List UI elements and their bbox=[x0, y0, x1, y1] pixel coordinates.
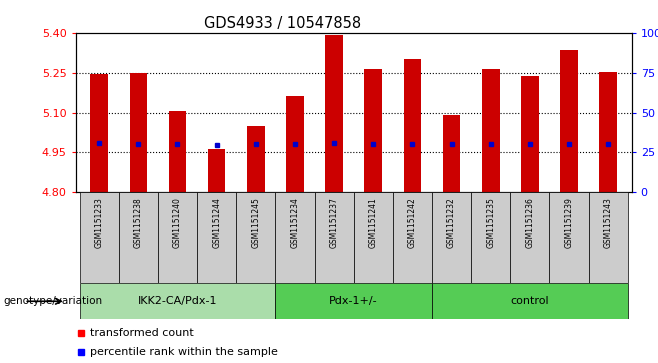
Bar bbox=[354, 192, 393, 283]
Bar bbox=[511, 192, 549, 283]
Text: GSM1151233: GSM1151233 bbox=[95, 197, 104, 248]
Text: GSM1151244: GSM1151244 bbox=[212, 197, 221, 248]
Bar bbox=[247, 126, 265, 192]
Bar bbox=[208, 149, 226, 192]
Text: transformed count: transformed count bbox=[89, 327, 193, 338]
Bar bbox=[315, 192, 354, 283]
Bar bbox=[403, 59, 421, 192]
Text: control: control bbox=[511, 296, 549, 306]
Text: GSM1151243: GSM1151243 bbox=[603, 197, 613, 248]
Bar bbox=[471, 192, 511, 283]
Text: GSM1151237: GSM1151237 bbox=[330, 197, 339, 248]
Bar bbox=[286, 96, 304, 192]
Bar bbox=[325, 35, 343, 192]
Bar bbox=[521, 76, 539, 192]
Bar bbox=[90, 74, 108, 192]
Bar bbox=[432, 192, 471, 283]
Bar bbox=[589, 192, 628, 283]
Text: GSM1151241: GSM1151241 bbox=[368, 197, 378, 248]
Bar bbox=[130, 73, 147, 192]
Bar bbox=[80, 192, 118, 283]
Text: genotype/variation: genotype/variation bbox=[3, 296, 103, 306]
Text: GSM1151235: GSM1151235 bbox=[486, 197, 495, 248]
Bar bbox=[168, 111, 186, 192]
Text: GDS4933 / 10547858: GDS4933 / 10547858 bbox=[205, 16, 361, 31]
Bar bbox=[432, 283, 628, 319]
Bar bbox=[80, 283, 275, 319]
Bar bbox=[275, 283, 432, 319]
Text: GSM1151234: GSM1151234 bbox=[290, 197, 299, 248]
Bar bbox=[560, 50, 578, 192]
Bar bbox=[158, 192, 197, 283]
Bar bbox=[197, 192, 236, 283]
Text: Pdx-1+/-: Pdx-1+/- bbox=[330, 296, 378, 306]
Bar bbox=[443, 115, 461, 192]
Text: GSM1151238: GSM1151238 bbox=[134, 197, 143, 248]
Bar bbox=[365, 69, 382, 192]
Text: IKK2-CA/Pdx-1: IKK2-CA/Pdx-1 bbox=[138, 296, 217, 306]
Text: GSM1151239: GSM1151239 bbox=[565, 197, 574, 248]
Bar bbox=[482, 69, 499, 192]
Text: GSM1151245: GSM1151245 bbox=[251, 197, 261, 248]
Bar bbox=[393, 192, 432, 283]
Bar bbox=[549, 192, 589, 283]
Text: percentile rank within the sample: percentile rank within the sample bbox=[89, 347, 278, 357]
Bar bbox=[236, 192, 275, 283]
Text: GSM1151242: GSM1151242 bbox=[408, 197, 417, 248]
Bar bbox=[599, 72, 617, 192]
Text: GSM1151240: GSM1151240 bbox=[173, 197, 182, 248]
Text: GSM1151236: GSM1151236 bbox=[525, 197, 534, 248]
Text: GSM1151232: GSM1151232 bbox=[447, 197, 456, 248]
Bar bbox=[275, 192, 315, 283]
Bar bbox=[118, 192, 158, 283]
